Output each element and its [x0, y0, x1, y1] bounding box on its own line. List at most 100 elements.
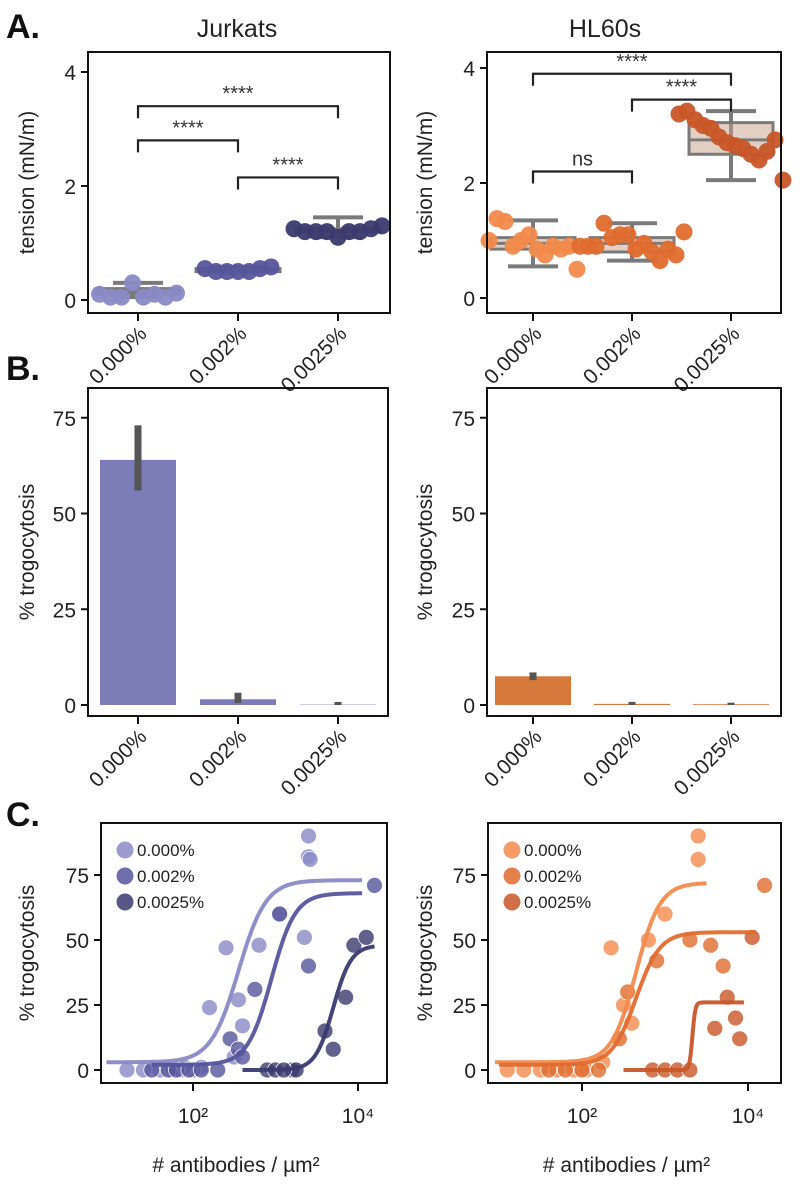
panel-letter-c: C. [6, 796, 40, 834]
x-tick-label: 0.000% [85, 322, 152, 389]
data-point [301, 851, 319, 868]
data-point [714, 957, 732, 975]
y-tick-label: 2 [463, 173, 475, 196]
x-axis-label: # antibodies / µm² [543, 1154, 710, 1177]
data-point [706, 1020, 724, 1037]
y-axis-label: % trogocytosis [414, 885, 437, 1022]
data-point [234, 1017, 251, 1035]
significance-bracket [531, 170, 634, 184]
axes-frame [87, 387, 389, 717]
fit-curve [623, 1000, 744, 1072]
y-tick-label: 0 [463, 288, 475, 311]
significance-label: **** [172, 117, 203, 139]
plot-B-jurkats: 0 25 50 75 % trogocytosis 0.000% 0.002% 0.0025% [16, 387, 389, 800]
data-point [250, 936, 268, 954]
x-tick-label: 0.000% [480, 725, 547, 792]
legend-marker [503, 867, 521, 885]
y-tick-label: 0 [64, 695, 76, 718]
legend-label: 0.002% [524, 867, 582, 886]
y-axis-label: tension (mN/m) [16, 111, 39, 255]
fit-curve [242, 944, 375, 1072]
y-axis-label: % trogocytosis [16, 484, 39, 621]
title-jurkats: Jurkats [197, 15, 278, 43]
data-point [727, 1009, 744, 1027]
data-point [366, 877, 383, 894]
legend-marker [503, 893, 521, 911]
x-tick-label: 0.002% [579, 725, 646, 792]
significance-bracket [136, 105, 340, 119]
x-tick-label: 10⁴ [342, 1105, 374, 1128]
legend-marker [116, 867, 134, 885]
y-tick-label: 25 [452, 599, 475, 622]
significance-label: **** [666, 77, 697, 99]
data-point [667, 246, 685, 264]
data-point [201, 999, 218, 1016]
y-tick-label: 4 [64, 62, 76, 85]
data-point [324, 1040, 342, 1058]
legend-marker [503, 841, 521, 859]
legend-label: 0.000% [524, 841, 582, 860]
fit-curve [499, 930, 757, 1067]
bar [495, 676, 571, 705]
plot-C-jurkats: 0 25 50 75 % trogocytosis 10² 10⁴ # antibodies … [16, 822, 388, 1177]
data-point [587, 237, 605, 255]
significance-label: ns [572, 149, 593, 171]
significance-bracket [136, 139, 240, 153]
y-tick-label: 75 [66, 865, 89, 888]
data-point [590, 1061, 607, 1079]
axes-frame [487, 822, 782, 1084]
significance-bracket [531, 72, 733, 86]
x-tick-label: 0.002% [579, 322, 646, 389]
data-point [731, 1030, 749, 1048]
data-point [295, 929, 313, 946]
data-point [168, 284, 185, 302]
y-tick-label: 75 [453, 865, 476, 888]
significance-label: **** [222, 83, 253, 105]
data-point [774, 171, 792, 189]
data-point [520, 226, 538, 244]
significance-label: **** [616, 51, 647, 73]
legend-label: 0.000% [137, 841, 195, 860]
x-tick-label: 0.0025% [277, 322, 352, 397]
plot-B-hl60s: 0 25 50 75 % trogocytosis 0.000% 0.002% 0.0025% [414, 387, 782, 800]
x-tick-label: 0.002% [185, 725, 252, 792]
plot-C-hl60s: 0 25 50 75 % trogocytosis 10² 10⁴ # antibodies … [414, 822, 782, 1177]
y-tick-label: 50 [452, 504, 475, 527]
data-point [595, 214, 613, 232]
x-tick-label: 10² [567, 1105, 597, 1128]
data-point [113, 288, 130, 306]
x-tick-label: 0.0025% [670, 725, 745, 800]
data-point [262, 258, 280, 276]
axes-frame [100, 822, 388, 1084]
legend-marker [116, 893, 134, 911]
data-point [300, 827, 317, 845]
data-point [480, 232, 498, 249]
data-point [689, 827, 707, 845]
y-axis-label: tension (mN/m) [414, 111, 437, 255]
significance-bracket [630, 98, 733, 112]
plot-A-hl60s: 0 2 4 tension (mN/m) 0.000% 0.002% 0.0025% ****… [414, 51, 792, 397]
y-tick-label: 75 [452, 408, 475, 431]
data-point [656, 905, 674, 923]
data-point [373, 217, 391, 235]
y-tick-label: 25 [453, 995, 476, 1018]
x-tick-label: 0.000% [480, 322, 547, 389]
y-tick-label: 75 [53, 408, 76, 431]
significance-label: **** [272, 154, 303, 176]
y-tick-label: 50 [53, 504, 76, 527]
legend-marker [116, 841, 134, 859]
fit-curve [494, 881, 707, 1065]
data-point [675, 223, 693, 241]
data-point [568, 260, 586, 278]
x-axis-label: # antibodies / µm² [152, 1154, 319, 1177]
data-point [345, 936, 363, 954]
data-point [756, 877, 773, 894]
axes-frame [486, 51, 782, 314]
data-point [271, 905, 289, 923]
data-point [496, 213, 514, 231]
data-point [619, 226, 637, 244]
legend-label: 0.002% [137, 867, 195, 886]
data-point [602, 939, 620, 957]
fit-curve [106, 878, 363, 1065]
y-tick-label: 0 [64, 290, 76, 313]
